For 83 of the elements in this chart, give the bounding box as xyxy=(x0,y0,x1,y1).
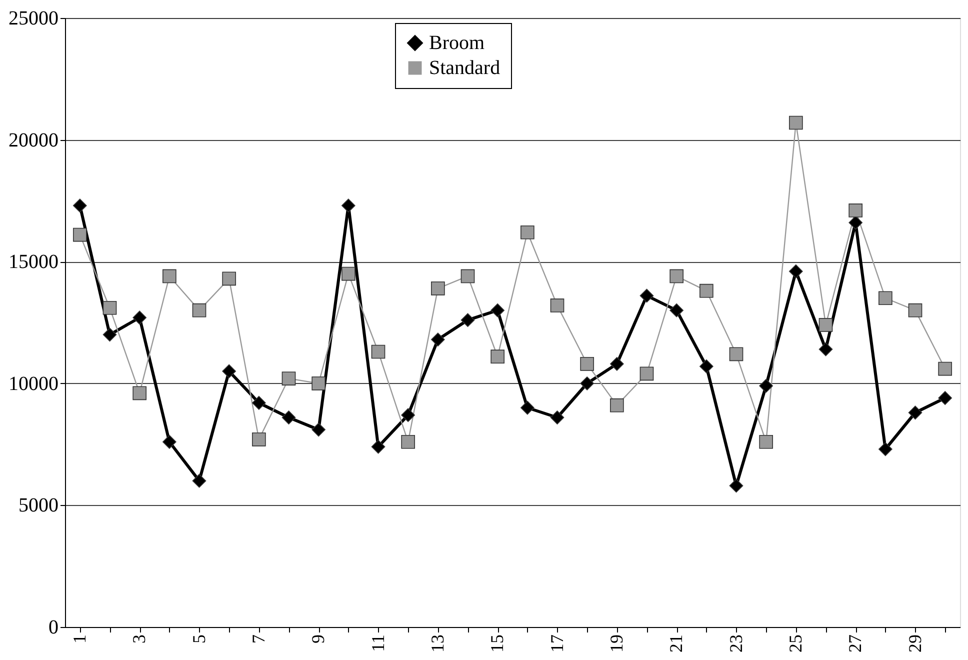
point xyxy=(938,391,952,405)
x-tick-label: 29 xyxy=(904,634,925,652)
x-tick-label: 21 xyxy=(666,634,686,652)
point xyxy=(818,342,833,356)
x-tick-label: 3 xyxy=(129,634,150,644)
point xyxy=(550,410,564,424)
x-tick-label: 27 xyxy=(845,634,866,652)
point xyxy=(908,406,922,420)
x-tick-label: 1 xyxy=(69,634,90,644)
point xyxy=(252,396,266,410)
point xyxy=(700,359,714,374)
x-tick-label: 23 xyxy=(726,634,746,652)
point xyxy=(371,344,386,359)
point xyxy=(282,410,296,424)
point xyxy=(222,364,236,378)
point xyxy=(580,356,594,371)
point xyxy=(342,198,356,212)
point xyxy=(759,434,773,449)
point xyxy=(73,198,87,212)
point xyxy=(520,400,534,415)
point xyxy=(580,376,594,390)
point xyxy=(371,440,386,454)
point xyxy=(789,264,803,278)
point xyxy=(729,478,744,493)
point xyxy=(550,298,564,312)
x-tick-label: 7 xyxy=(248,634,268,644)
point xyxy=(192,303,206,318)
point xyxy=(490,303,504,318)
point xyxy=(222,272,236,286)
x-tick-label: 5 xyxy=(188,634,209,644)
point xyxy=(640,366,654,381)
point xyxy=(878,442,892,456)
y-tick-label: 20000 xyxy=(8,129,58,152)
point xyxy=(789,116,803,130)
point xyxy=(401,434,415,449)
point xyxy=(431,332,445,346)
point xyxy=(848,216,862,230)
x-tick-label: 11 xyxy=(368,634,388,652)
point xyxy=(670,269,684,284)
point xyxy=(610,398,624,412)
point xyxy=(759,378,773,393)
point xyxy=(342,266,356,281)
point xyxy=(729,347,744,362)
y-tick-label: 25000 xyxy=(8,8,58,30)
point xyxy=(162,269,176,284)
point xyxy=(490,350,504,364)
point xyxy=(878,291,892,306)
point xyxy=(670,303,684,318)
point xyxy=(401,408,415,422)
point xyxy=(938,362,952,376)
point xyxy=(132,386,146,400)
point xyxy=(460,269,475,284)
y-tick-label: 0 xyxy=(48,616,58,638)
legend-label: Broom xyxy=(429,32,485,54)
x-tick-label: 17 xyxy=(546,634,567,652)
point xyxy=(192,474,206,488)
point xyxy=(520,225,534,240)
point xyxy=(640,288,654,303)
point xyxy=(312,376,326,390)
x-tick-label: 9 xyxy=(308,634,328,644)
point xyxy=(431,281,445,296)
point xyxy=(818,318,833,332)
point xyxy=(252,432,266,446)
x-tick-label: 19 xyxy=(606,634,626,652)
y-tick-label: 15000 xyxy=(8,251,58,274)
x-tick-label: 25 xyxy=(785,634,806,652)
point xyxy=(312,422,326,437)
point xyxy=(102,300,117,315)
legend-label: Standard xyxy=(429,57,500,79)
point xyxy=(460,313,475,327)
point xyxy=(848,204,862,218)
y-tick-label: 5000 xyxy=(18,494,58,517)
point xyxy=(132,310,146,325)
point xyxy=(700,284,714,298)
point xyxy=(162,434,176,449)
point xyxy=(73,228,87,242)
x-tick-label: 15 xyxy=(487,634,508,652)
point xyxy=(610,356,624,371)
y-tick-label: 10000 xyxy=(8,372,58,395)
point xyxy=(282,372,296,386)
point xyxy=(908,303,922,318)
point xyxy=(102,328,117,342)
x-tick-label: 13 xyxy=(427,634,448,652)
